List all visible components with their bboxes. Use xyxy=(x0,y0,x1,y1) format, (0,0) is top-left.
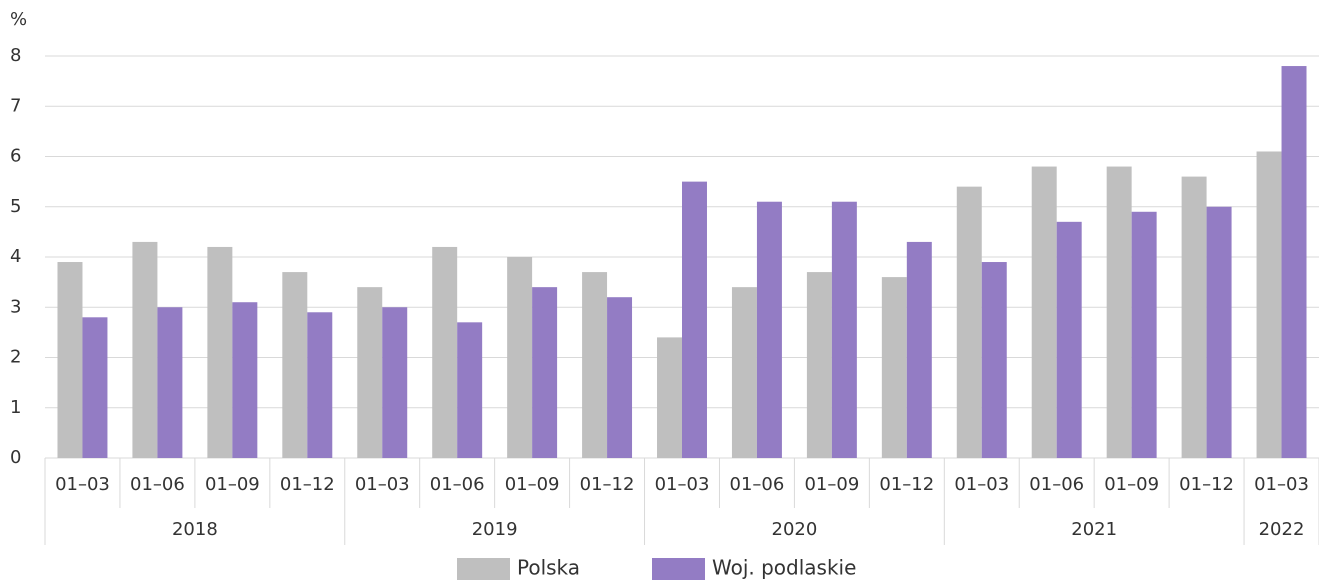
group-label: 2020 xyxy=(772,519,818,540)
y-tick-label: 0 xyxy=(10,447,21,468)
legend-label: Polska xyxy=(517,556,580,580)
x-tick-label: 01–06 xyxy=(430,474,485,495)
x-tick-label: 01–06 xyxy=(730,474,785,495)
bar xyxy=(457,322,483,458)
group-label: 2018 xyxy=(172,519,218,540)
bar xyxy=(1106,166,1132,459)
bar xyxy=(157,307,183,458)
bar xyxy=(881,277,907,458)
bar xyxy=(82,317,108,458)
y-tick-label: 5 xyxy=(10,196,21,217)
legend-swatch xyxy=(652,558,705,580)
x-tick-label: 01–09 xyxy=(804,474,859,495)
y-tick-label: 2 xyxy=(10,347,21,368)
x-tick-label: 01–12 xyxy=(580,474,635,495)
bar xyxy=(956,186,982,458)
x-tick-label: 01–12 xyxy=(280,474,335,495)
bar xyxy=(657,337,682,458)
y-tick-label: 7 xyxy=(10,95,21,116)
y-tick-label: 4 xyxy=(10,246,21,267)
bar xyxy=(1181,176,1207,458)
bar xyxy=(1056,221,1082,458)
bar xyxy=(357,287,383,458)
bar xyxy=(1031,166,1057,459)
x-tick-label: 01–09 xyxy=(505,474,560,495)
bar xyxy=(132,241,158,458)
x-tick-label: 01–06 xyxy=(1029,474,1084,495)
group-label: 2021 xyxy=(1071,519,1117,540)
bar xyxy=(382,307,408,458)
bar xyxy=(282,272,308,458)
bar xyxy=(607,297,633,458)
bar xyxy=(756,201,782,458)
x-tick-label: 01–12 xyxy=(1179,474,1234,495)
x-tick-label: 01–09 xyxy=(1104,474,1159,495)
group-label: 2022 xyxy=(1259,519,1305,540)
x-tick-label: 01–03 xyxy=(355,474,410,495)
bar xyxy=(906,241,932,458)
y-tick-label: 6 xyxy=(10,146,21,167)
bar xyxy=(682,181,707,458)
y-tick-label: 3 xyxy=(10,296,21,317)
bar xyxy=(731,287,757,458)
bar xyxy=(1256,151,1282,458)
group-label: 2019 xyxy=(472,519,518,540)
bar xyxy=(981,262,1007,458)
legend-swatch xyxy=(457,558,510,580)
bar xyxy=(232,302,258,458)
bar xyxy=(831,201,857,458)
bar xyxy=(57,262,83,458)
x-tick-label: 01–03 xyxy=(655,474,710,495)
x-tick-label: 01–03 xyxy=(1254,474,1309,495)
x-tick-label: 01–06 xyxy=(130,474,185,495)
bar xyxy=(532,287,558,458)
bar xyxy=(507,257,533,458)
bar xyxy=(1131,211,1157,458)
y-tick-label: 8 xyxy=(10,45,21,66)
bar xyxy=(432,246,458,458)
x-tick-label: 01–03 xyxy=(55,474,110,495)
legend-label: Woj. podlaskie xyxy=(712,556,856,580)
x-tick-label: 01–09 xyxy=(205,474,260,495)
bar xyxy=(1281,66,1307,459)
y-unit: % xyxy=(10,9,27,30)
bar xyxy=(1206,206,1232,458)
bar xyxy=(806,272,832,458)
bar xyxy=(307,312,333,458)
bar xyxy=(207,246,233,458)
x-tick-label: 01–03 xyxy=(954,474,1009,495)
x-tick-label: 01–12 xyxy=(879,474,934,495)
y-tick-label: 1 xyxy=(10,397,21,418)
bar xyxy=(582,272,608,458)
